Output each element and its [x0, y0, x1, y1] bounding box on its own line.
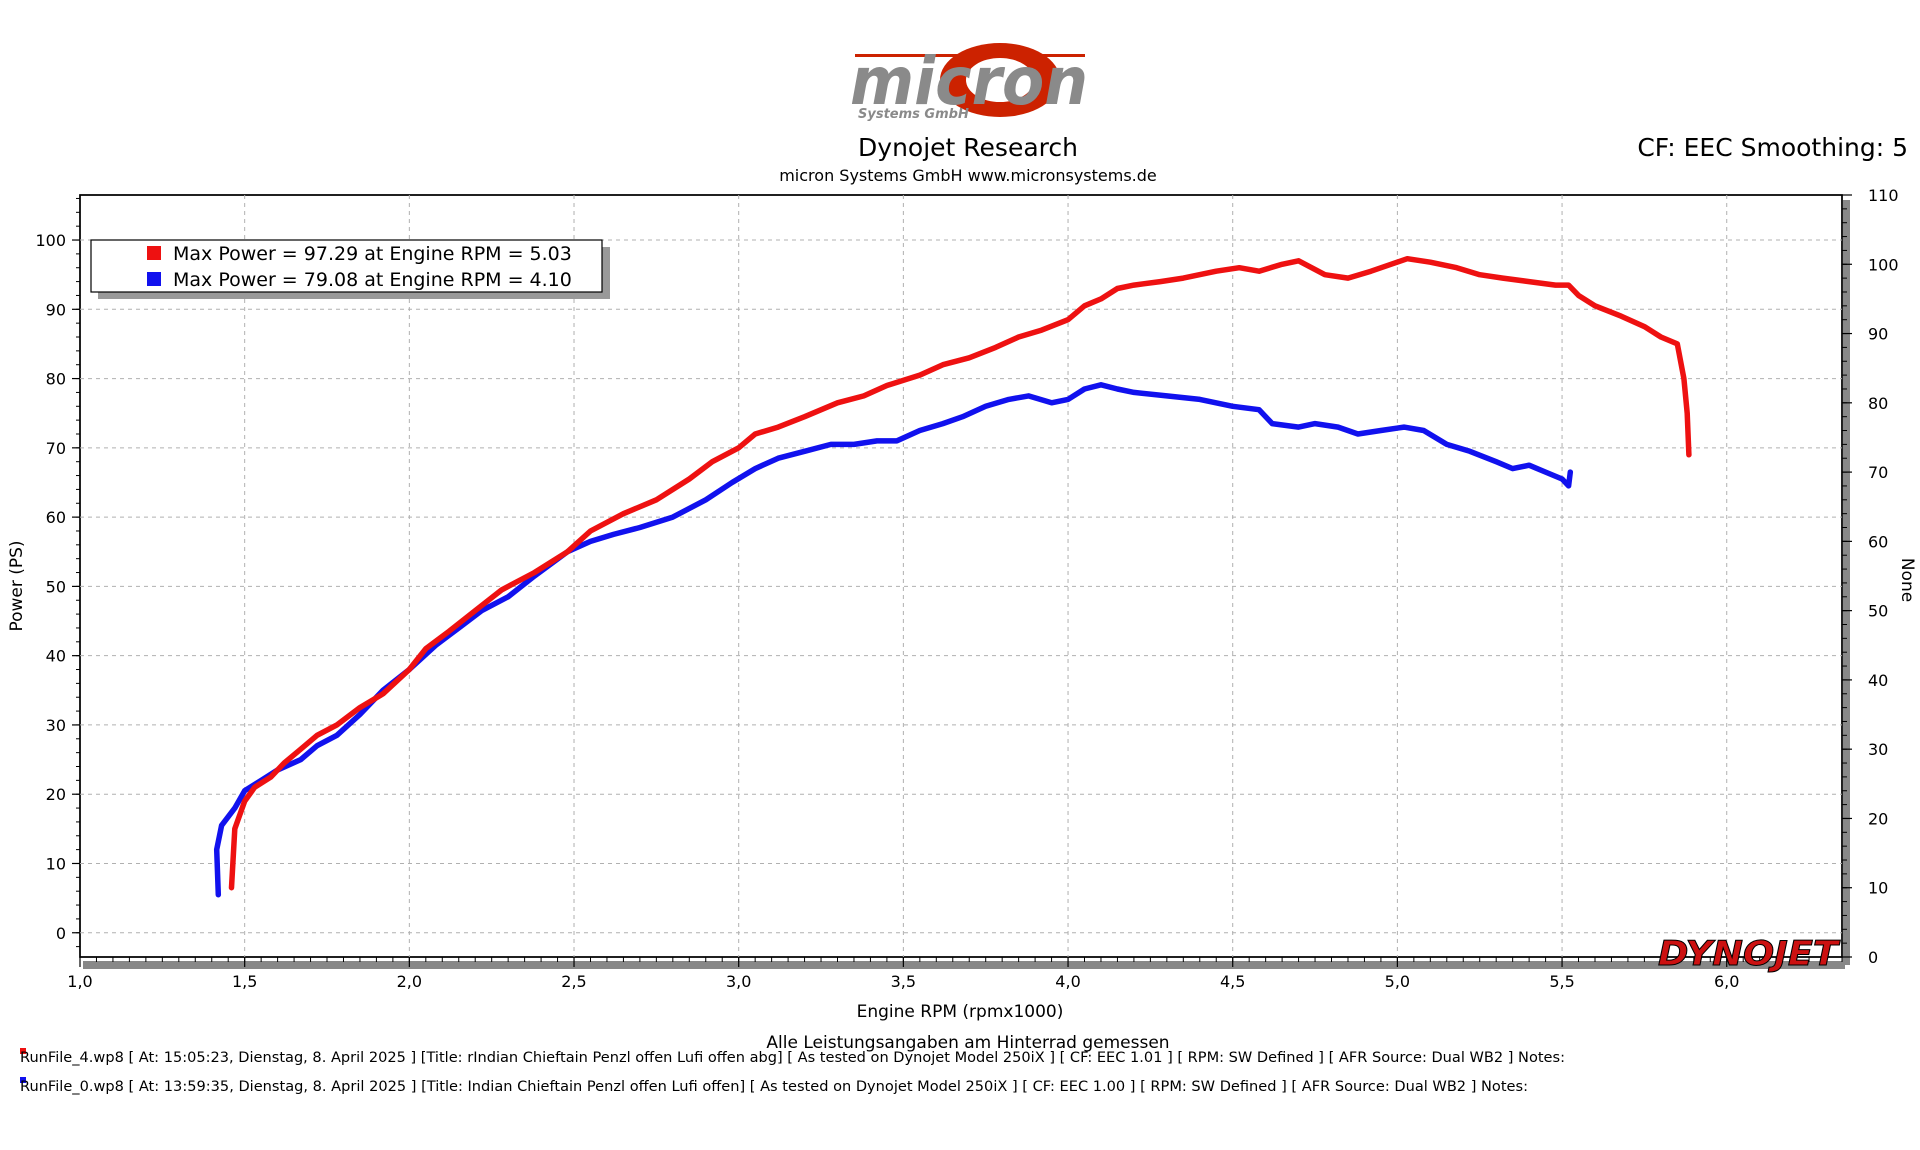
micron-logo: micron Systems GmbH [850, 43, 1088, 122]
legend: Max Power = 97.29 at Engine RPM = 5.03 M… [90, 239, 610, 299]
y-tick-label: 80 [46, 370, 66, 389]
y-tick-label: 50 [46, 577, 66, 596]
x-tick-label: 3,0 [726, 972, 751, 991]
x-tick-label: 2,5 [561, 972, 586, 991]
page-title: Dynojet Research [858, 133, 1078, 162]
y2-tick-label: 50 [1868, 602, 1888, 621]
legend-box [90, 239, 603, 293]
legend-swatch-run1 [147, 246, 161, 260]
y2-tick-label: 0 [1868, 948, 1878, 967]
x-tick-label: 1,5 [232, 972, 257, 991]
y-tick-label: 60 [46, 508, 66, 527]
y-tick-label: 90 [46, 300, 66, 319]
legend-swatch-run2 [147, 272, 161, 286]
y2-tick-label: 60 [1868, 532, 1888, 551]
x-tick-label: 3,5 [891, 972, 916, 991]
x-tick-label: 5,5 [1549, 972, 1574, 991]
logo-brand: micron [850, 43, 1088, 120]
y-tick-label: 10 [46, 854, 66, 873]
x-tick-label: 5,0 [1385, 972, 1410, 991]
cf-info: CF: EEC Smoothing: 5 [1637, 133, 1908, 162]
y2-tick-label: 70 [1868, 463, 1888, 482]
logo-bar [855, 54, 1085, 57]
y2-tick-label: 100 [1868, 255, 1899, 274]
y-tick-label: 30 [46, 716, 66, 735]
x-tick-label: 6,0 [1714, 972, 1739, 991]
logo-tagline: Systems GmbH [858, 107, 969, 122]
footer-marker-run1 [20, 1048, 26, 1054]
y-tick-label: 20 [46, 785, 66, 804]
footer-marker-run2 [20, 1077, 26, 1083]
y2-tick-label: 30 [1868, 740, 1888, 759]
x-tick-label: 4,0 [1055, 972, 1080, 991]
plot-area [79, 194, 1843, 958]
footer-run2: RunFile_0.wp8 [ At: 13:59:35, Dienstag, … [20, 1079, 1528, 1095]
y2-tick-label: 20 [1868, 809, 1888, 828]
series-line-run1 [228, 255, 1692, 891]
legend-entry-run1: Max Power = 97.29 at Engine RPM = 5.03 [173, 243, 572, 265]
y2-tick-label: 110 [1868, 186, 1899, 205]
grid-lines [80, 195, 1842, 957]
x-tick-label: 1,0 [67, 972, 92, 991]
axis-ticks [72, 194, 1852, 967]
y2-tick-label: 10 [1868, 879, 1888, 898]
series-lines [213, 255, 1692, 898]
y2-axis-title: None [1897, 558, 1917, 602]
y2-tick-label: 80 [1868, 394, 1888, 413]
y-tick-label: 70 [46, 439, 66, 458]
plot-border [79, 194, 1843, 958]
logo-swoosh-inner [966, 58, 1034, 102]
x-axis-title: Engine RPM (rpmx1000) [857, 1002, 1064, 1022]
y-tick-label: 0 [56, 924, 66, 943]
measurement-note: Alle Leistungsangaben am Hinterrad gemes… [766, 1033, 1169, 1053]
y2-tick-label: 90 [1868, 325, 1888, 344]
x-tick-label: 2,0 [397, 972, 422, 991]
tick-labels: 1,0 1,5 2,0 2,5 3,0 3,5 4,0 4,5 5,0 5,5 6,0 0 10 20 30… [35, 186, 1898, 991]
x-tick-label: 4,5 [1220, 972, 1245, 991]
y-tick-label: 40 [46, 647, 66, 666]
page-subtitle: micron Systems GmbH www.micronsystems.de [779, 166, 1157, 185]
y2-tick-label: 40 [1868, 671, 1888, 690]
dynojet-logo: DYNOJET [1658, 934, 1841, 974]
legend-entry-run2: Max Power = 79.08 at Engine RPM = 4.10 [173, 269, 572, 291]
y-axis-title: Power (PS) [7, 540, 27, 631]
footer-run1: RunFile_4.wp8 [ At: 15:05:23, Dienstag, … [20, 1050, 1565, 1066]
y-tick-label: 100 [35, 231, 66, 250]
